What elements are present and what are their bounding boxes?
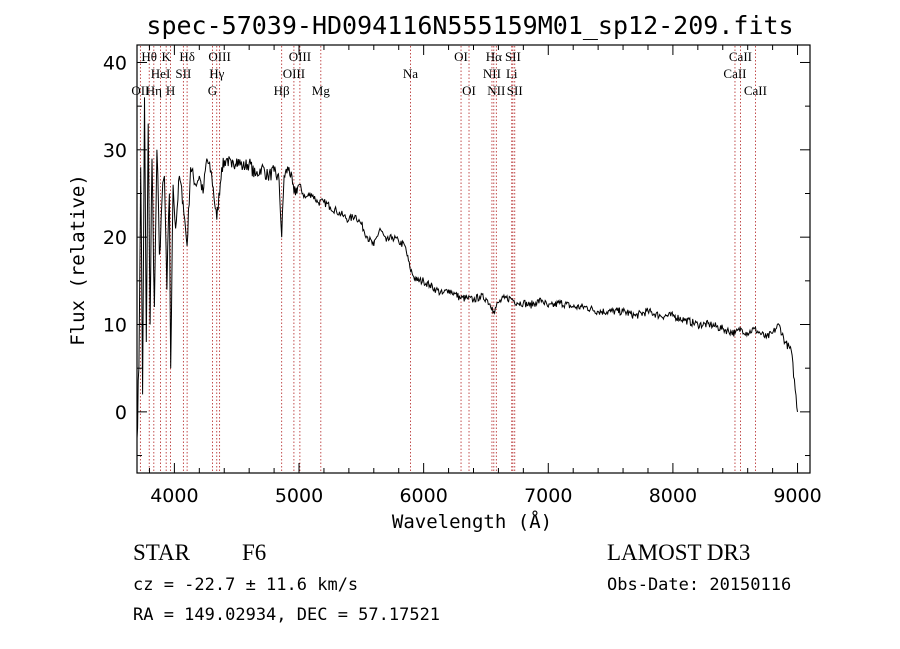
- line-label-18: NII: [483, 66, 501, 81]
- line-label-20: NII: [487, 83, 505, 98]
- object-subclass: F6: [242, 540, 266, 565]
- line-label-13: OIII: [289, 49, 311, 64]
- plot-area: OIIHθHηHeIKHSIIHδGHγOIIIHβOIIIOIIIMgNaOI…: [103, 44, 822, 507]
- coordinates: RA = 149.02934, DEC = 57.17521: [133, 605, 440, 625]
- redshift-value: cz = -22.7 ± 11.6 km/s: [133, 575, 358, 595]
- x-tick-label: 8000: [649, 485, 697, 507]
- line-label-16: OI: [454, 49, 468, 64]
- line-label-17: OI: [462, 83, 476, 98]
- x-axis-ticks: 4000 5000 6000 7000 8000 9000: [148, 45, 822, 507]
- line-label-14: Mg: [312, 83, 331, 98]
- line-label-3: HeI: [151, 66, 171, 81]
- line-label-9: Hγ: [209, 66, 224, 81]
- line-label-15: Na: [403, 66, 418, 81]
- emission-line-labels: OIIHθHηHeIKHSIIHδGHγOIIIHβOIIIOIIIMgNaOI…: [131, 49, 767, 98]
- y-tick-label: 10: [103, 315, 127, 337]
- line-label-6: SII: [175, 66, 191, 81]
- y-axis-ticks: 0 10 20 30 40: [103, 52, 810, 457]
- line-label-10: OIII: [208, 49, 230, 64]
- line-label-5: H: [166, 83, 175, 98]
- x-axis-label: Wavelength (Å): [392, 510, 552, 533]
- line-label-11: Hβ: [274, 83, 290, 98]
- line-label-19: Hα: [486, 49, 502, 64]
- x-tick-label: 9000: [773, 485, 821, 507]
- line-label-0: OII: [131, 83, 149, 98]
- y-axis-label: Flux (relative): [67, 174, 89, 346]
- y-tick-label: 30: [103, 140, 127, 162]
- spectrum-line: [136, 97, 798, 439]
- object-class: STAR: [133, 540, 191, 565]
- obs-date: Obs-Date: 20150116: [607, 575, 791, 595]
- line-label-12: OIII: [283, 66, 305, 81]
- emission-line-markers: [139, 46, 756, 472]
- survey-name: LAMOST DR3: [607, 540, 750, 565]
- line-label-2: Hη: [146, 83, 162, 98]
- line-label-26: CaII: [744, 83, 767, 98]
- y-tick-label: 0: [115, 402, 127, 424]
- line-label-23: SII: [507, 83, 523, 98]
- y-tick-label: 20: [103, 227, 127, 249]
- x-tick-label: 7000: [524, 485, 572, 507]
- line-label-7: Hδ: [179, 49, 195, 64]
- x-tick-label: 6000: [399, 485, 447, 507]
- x-tick-label: 5000: [275, 485, 323, 507]
- line-label-25: CaII: [729, 49, 752, 64]
- plot-frame: [136, 44, 811, 474]
- line-label-21: Li: [506, 66, 518, 81]
- x-tick-label: 4000: [150, 485, 198, 507]
- line-label-22: SII: [505, 49, 521, 64]
- line-label-24: CaII: [723, 66, 746, 81]
- y-tick-label: 40: [103, 52, 127, 74]
- line-label-1: Hθ: [141, 49, 157, 64]
- line-label-4: K: [161, 49, 171, 64]
- line-label-8: G: [208, 83, 217, 98]
- chart-title: spec-57039-HD094116N555159M01_sp12-209.f…: [146, 11, 793, 40]
